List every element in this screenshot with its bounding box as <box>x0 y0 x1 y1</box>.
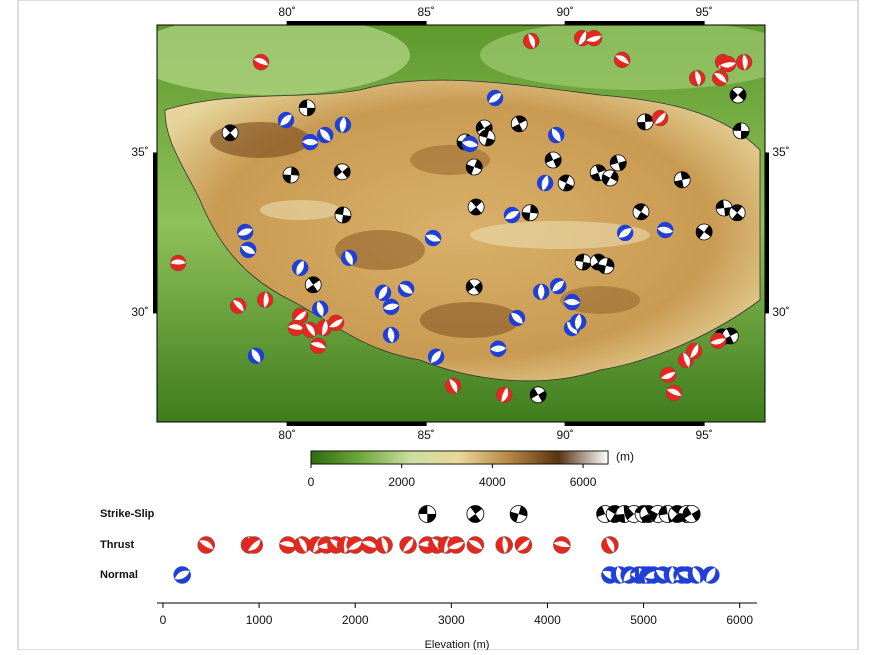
focal-mechanism <box>198 537 216 554</box>
frame-bar <box>565 21 704 25</box>
focal-mechanism <box>548 127 564 144</box>
focal-mechanism <box>299 100 315 116</box>
focal-mechanism <box>237 224 254 240</box>
x-tick-label: 90˚ <box>556 5 573 19</box>
x-tick-label: 4000 <box>534 613 561 627</box>
y-tick-label: 30˚ <box>772 305 789 319</box>
y-tick-label: 35˚ <box>131 145 148 159</box>
focal-mechanism <box>601 536 618 554</box>
x-tick-label: 2000 <box>342 613 369 627</box>
focal-mechanism <box>733 123 749 139</box>
focal-mechanism <box>496 536 513 553</box>
row-label: Thrust <box>100 539 135 551</box>
focal-mechanism <box>564 294 580 310</box>
frame-bar <box>287 422 426 426</box>
focal-mechanism <box>248 347 264 364</box>
focal-mechanism <box>487 90 504 106</box>
x-tick-label: 80˚ <box>278 5 295 19</box>
frame-bar <box>765 153 769 313</box>
focal-mechanism <box>419 506 436 523</box>
x-tick-label: 95˚ <box>695 5 712 19</box>
x-tick-label: 80˚ <box>278 428 295 442</box>
y-tick-label: 35˚ <box>772 145 789 159</box>
x-tick-label: 6000 <box>726 613 753 627</box>
focal-mechanism <box>515 537 532 554</box>
focal-mechanism <box>302 134 318 150</box>
focal-mechanism <box>312 300 328 317</box>
focal-mechanism <box>736 54 752 70</box>
focal-mechanism <box>317 127 333 143</box>
focal-mechanism <box>292 259 308 276</box>
focal-mechanism <box>720 56 737 72</box>
focal-mechanism <box>335 116 351 133</box>
x-tick-label: 3000 <box>438 613 465 627</box>
focal-mechanism <box>170 255 186 271</box>
focal-mechanism <box>376 536 393 554</box>
focal-mechanism <box>173 567 191 584</box>
colorbar-tick-label: 2000 <box>388 475 415 489</box>
colorbar-tick-label: 6000 <box>570 475 597 489</box>
focal-mechanism <box>462 136 479 152</box>
focal-mechanism <box>257 292 273 308</box>
frame-bar <box>565 422 704 426</box>
x-tick-label: 90˚ <box>556 428 573 442</box>
focal-mechanism <box>537 174 553 191</box>
focal-mechanism <box>398 281 415 297</box>
x-tick-label: 85˚ <box>417 5 434 19</box>
colorbar <box>311 451 608 464</box>
focal-mechanism <box>246 537 263 554</box>
focal-mechanism <box>617 225 634 241</box>
focal-mechanism <box>375 284 391 301</box>
focal-mechanism <box>533 284 549 300</box>
focal-mechanism <box>508 503 529 524</box>
x-tick-label: 0 <box>160 613 167 627</box>
frame-bar <box>287 21 426 25</box>
focal-mechanism <box>467 537 485 554</box>
focal-mechanism <box>550 278 566 294</box>
focal-mechanism <box>428 349 444 365</box>
focal-mechanism <box>240 242 257 258</box>
focal-mechanism <box>570 314 586 331</box>
x-axis-label: Elevation (m) <box>425 639 490 650</box>
focal-mechanism <box>424 230 441 246</box>
x-tick-label: 5000 <box>630 613 657 627</box>
focal-mechanism <box>657 222 674 238</box>
focal-mechanism <box>637 114 654 131</box>
focal-mechanism <box>448 537 466 554</box>
focal-mechanism <box>490 341 506 357</box>
focal-mechanism <box>509 310 525 326</box>
focal-mechanism <box>278 112 294 128</box>
focal-mechanism <box>230 298 246 314</box>
colorbar-tick-label: 4000 <box>479 475 506 489</box>
focal-mechanism <box>702 566 719 584</box>
row-label: Normal <box>100 569 138 581</box>
focal-mechanism <box>553 537 571 554</box>
x-tick-label: 1000 <box>246 613 273 627</box>
figure: 80˚ 80˚ 85˚ 85˚ 90˚ 90˚ 95˚ 95˚ 30˚ 30˚ 35˚ 35˚ 0 200… <box>0 0 875 650</box>
row-label: Strike-Slip <box>100 508 155 520</box>
focal-mechanism <box>288 320 305 336</box>
focal-mechanism <box>383 327 399 344</box>
focal-mechanism <box>503 207 520 223</box>
colorbar-label: (m) <box>616 450 634 464</box>
x-tick-label: 85˚ <box>417 428 434 442</box>
focal-mechanism <box>383 299 400 315</box>
x-tick-label: 95˚ <box>695 428 712 442</box>
focal-mechanism <box>400 537 417 555</box>
frame-bar <box>153 153 157 313</box>
focal-mechanism <box>652 110 668 126</box>
y-tick-label: 30˚ <box>131 305 148 319</box>
focal-mechanism <box>341 249 357 266</box>
focal-mechanism <box>712 70 728 86</box>
colorbar-tick-label: 0 <box>308 475 315 489</box>
focal-mechanism <box>463 502 487 526</box>
